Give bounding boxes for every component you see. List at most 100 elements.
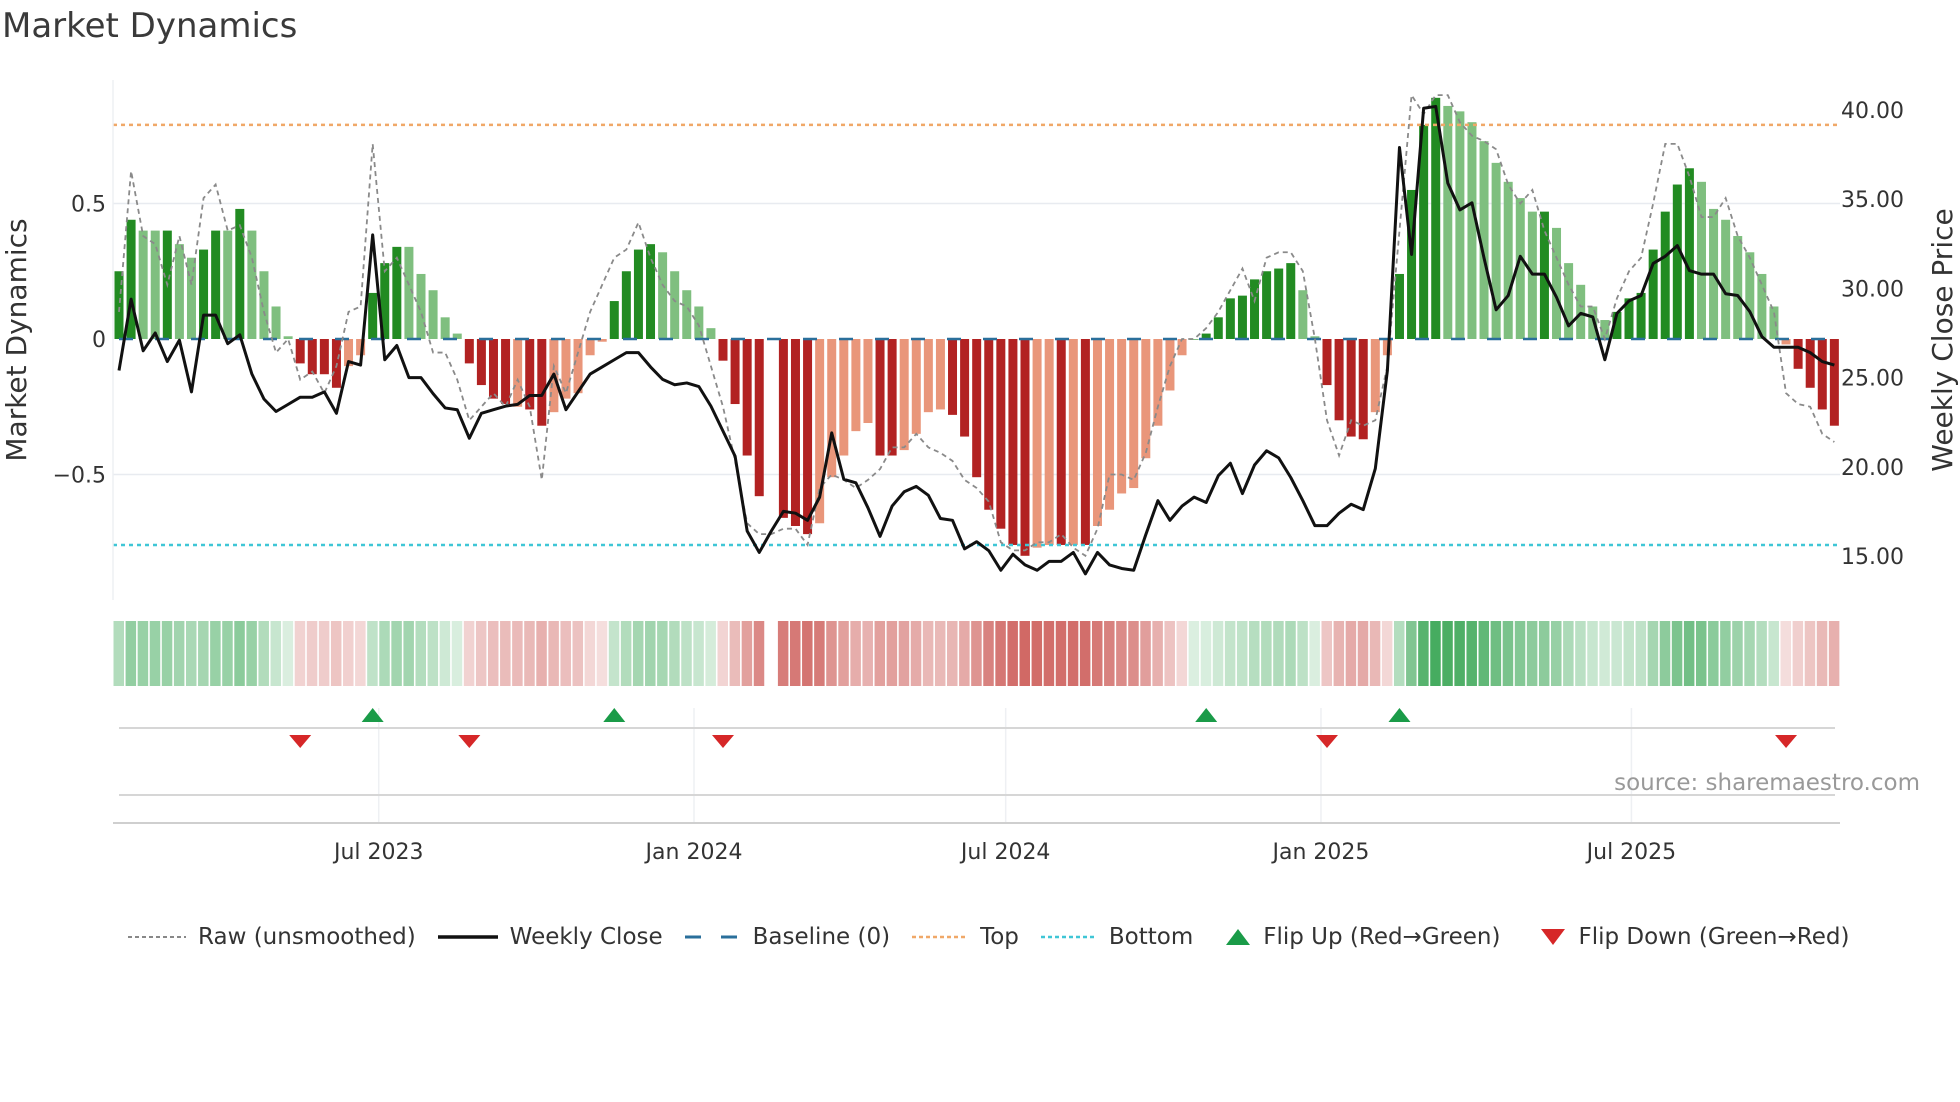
heat-cell bbox=[282, 621, 294, 686]
momentum-bar bbox=[1660, 211, 1670, 339]
momentum-bar bbox=[1262, 271, 1272, 339]
heat-cell bbox=[1249, 621, 1260, 686]
dashed-line-icon bbox=[128, 936, 186, 938]
heat-cell bbox=[1526, 621, 1538, 686]
heat-cell bbox=[1224, 621, 1236, 686]
legend-item-bottom: Bottom bbox=[1040, 924, 1193, 950]
heat-cell bbox=[294, 621, 306, 686]
momentum-bar bbox=[1322, 339, 1332, 386]
momentum-bar bbox=[344, 339, 354, 367]
momentum-bar bbox=[440, 317, 450, 339]
heat-cell bbox=[137, 621, 149, 686]
left-tick-label: 0 bbox=[92, 328, 106, 353]
momentum-bar bbox=[1092, 339, 1102, 526]
momentum-bar bbox=[1431, 97, 1441, 339]
momentum-bar bbox=[1225, 298, 1235, 339]
momentum-bar bbox=[1105, 339, 1115, 510]
heat-cell bbox=[1828, 621, 1840, 686]
heat-cell bbox=[403, 621, 414, 686]
heat-cell bbox=[789, 621, 801, 686]
heat-cell bbox=[1538, 621, 1550, 686]
heat-cell bbox=[1309, 621, 1320, 686]
heat-cell bbox=[1695, 621, 1707, 686]
heat-cell bbox=[632, 621, 644, 686]
heat-cell bbox=[826, 621, 837, 686]
momentum-bar bbox=[1274, 268, 1284, 339]
momentum-bar bbox=[283, 336, 293, 339]
flip-up-marker bbox=[1388, 708, 1411, 722]
flip-markers-panel: Jul 2023 Jan 2024 Jul 2024 Jan 2025 Jul 2025 bbox=[113, 708, 1840, 865]
left-axis-label: Market Dynamics bbox=[0, 218, 33, 461]
heat-cell bbox=[862, 621, 873, 686]
heat-cell bbox=[1212, 621, 1224, 686]
heat-cell bbox=[1031, 621, 1043, 686]
momentum-bar bbox=[1250, 279, 1260, 339]
momentum-bar bbox=[646, 244, 656, 339]
axes: 0.5 0 −0.5 40.00 35.00 30.00 25.00 20.00 15.00 bbox=[53, 80, 1904, 600]
flip-up-marker bbox=[603, 708, 626, 722]
triangle-up-icon bbox=[1226, 929, 1251, 945]
heat-cell bbox=[1575, 621, 1586, 686]
legend-item-top: Top bbox=[912, 924, 1019, 950]
momentum-bar bbox=[223, 230, 233, 339]
heat-strip bbox=[113, 621, 1840, 686]
heat-cell bbox=[330, 621, 342, 686]
heat-cell bbox=[1079, 621, 1091, 686]
heat-cell bbox=[1055, 621, 1067, 686]
heat-cell bbox=[246, 621, 257, 686]
x-tick-label: Jul 2023 bbox=[332, 840, 424, 865]
momentum-bar bbox=[730, 339, 740, 405]
heat-cell bbox=[512, 621, 523, 686]
legend-label-flip-up: Flip Up (Red→Green) bbox=[1263, 924, 1501, 950]
momentum-bar bbox=[259, 271, 269, 339]
momentum-bar bbox=[404, 246, 414, 339]
momentum-bar bbox=[597, 339, 607, 342]
heat-cell bbox=[415, 621, 426, 686]
legend-item-close: Weekly Close bbox=[437, 924, 663, 950]
legend-item-baseline: Baseline (0) bbox=[684, 924, 890, 950]
momentum-bar bbox=[488, 339, 498, 399]
heat-cell bbox=[1551, 621, 1562, 686]
momentum-bar bbox=[114, 271, 124, 339]
heat-cell bbox=[1792, 621, 1804, 686]
momentum-bar bbox=[1757, 273, 1767, 339]
momentum-bar bbox=[851, 339, 861, 432]
heat-cell bbox=[608, 621, 620, 686]
heat-cell bbox=[1623, 621, 1634, 686]
momentum-bar bbox=[1153, 339, 1163, 426]
dotted-line-icon bbox=[1040, 935, 1097, 939]
momentum-bar bbox=[513, 339, 523, 407]
heat-cell bbox=[1007, 621, 1018, 686]
heat-cell bbox=[1128, 621, 1139, 686]
momentum-bar bbox=[948, 339, 958, 415]
heat-cell bbox=[1333, 621, 1345, 686]
heat-cell bbox=[934, 621, 946, 686]
triangle-down-icon bbox=[1541, 929, 1566, 945]
heat-cell bbox=[1176, 621, 1188, 686]
flip-down-marker bbox=[712, 735, 734, 748]
flip-down-marker bbox=[289, 735, 312, 748]
heat-cell bbox=[1816, 621, 1828, 686]
momentum-bar bbox=[537, 339, 547, 426]
solid-line-icon bbox=[437, 935, 498, 939]
momentum-bar bbox=[1056, 339, 1066, 545]
momentum-bar bbox=[935, 339, 945, 410]
momentum-bar bbox=[1733, 236, 1743, 339]
momentum-bar bbox=[1032, 339, 1042, 548]
momentum-bar bbox=[1479, 141, 1489, 339]
legend-label-flip-down: Flip Down (Green→Red) bbox=[1578, 924, 1850, 950]
momentum-bar bbox=[1117, 339, 1127, 494]
momentum-bar bbox=[452, 333, 462, 339]
momentum-bar bbox=[1068, 339, 1078, 545]
momentum-bar bbox=[899, 339, 909, 451]
heat-cell bbox=[1683, 621, 1695, 686]
heat-cell bbox=[1273, 621, 1284, 686]
series-lines bbox=[117, 92, 1835, 576]
left-tick-label: −0.5 bbox=[53, 464, 106, 489]
heat-cell bbox=[1659, 621, 1671, 686]
momentum-bar bbox=[271, 306, 281, 339]
momentum-bar bbox=[356, 339, 366, 356]
heat-cell bbox=[1091, 621, 1103, 686]
momentum-bar bbox=[839, 339, 849, 456]
